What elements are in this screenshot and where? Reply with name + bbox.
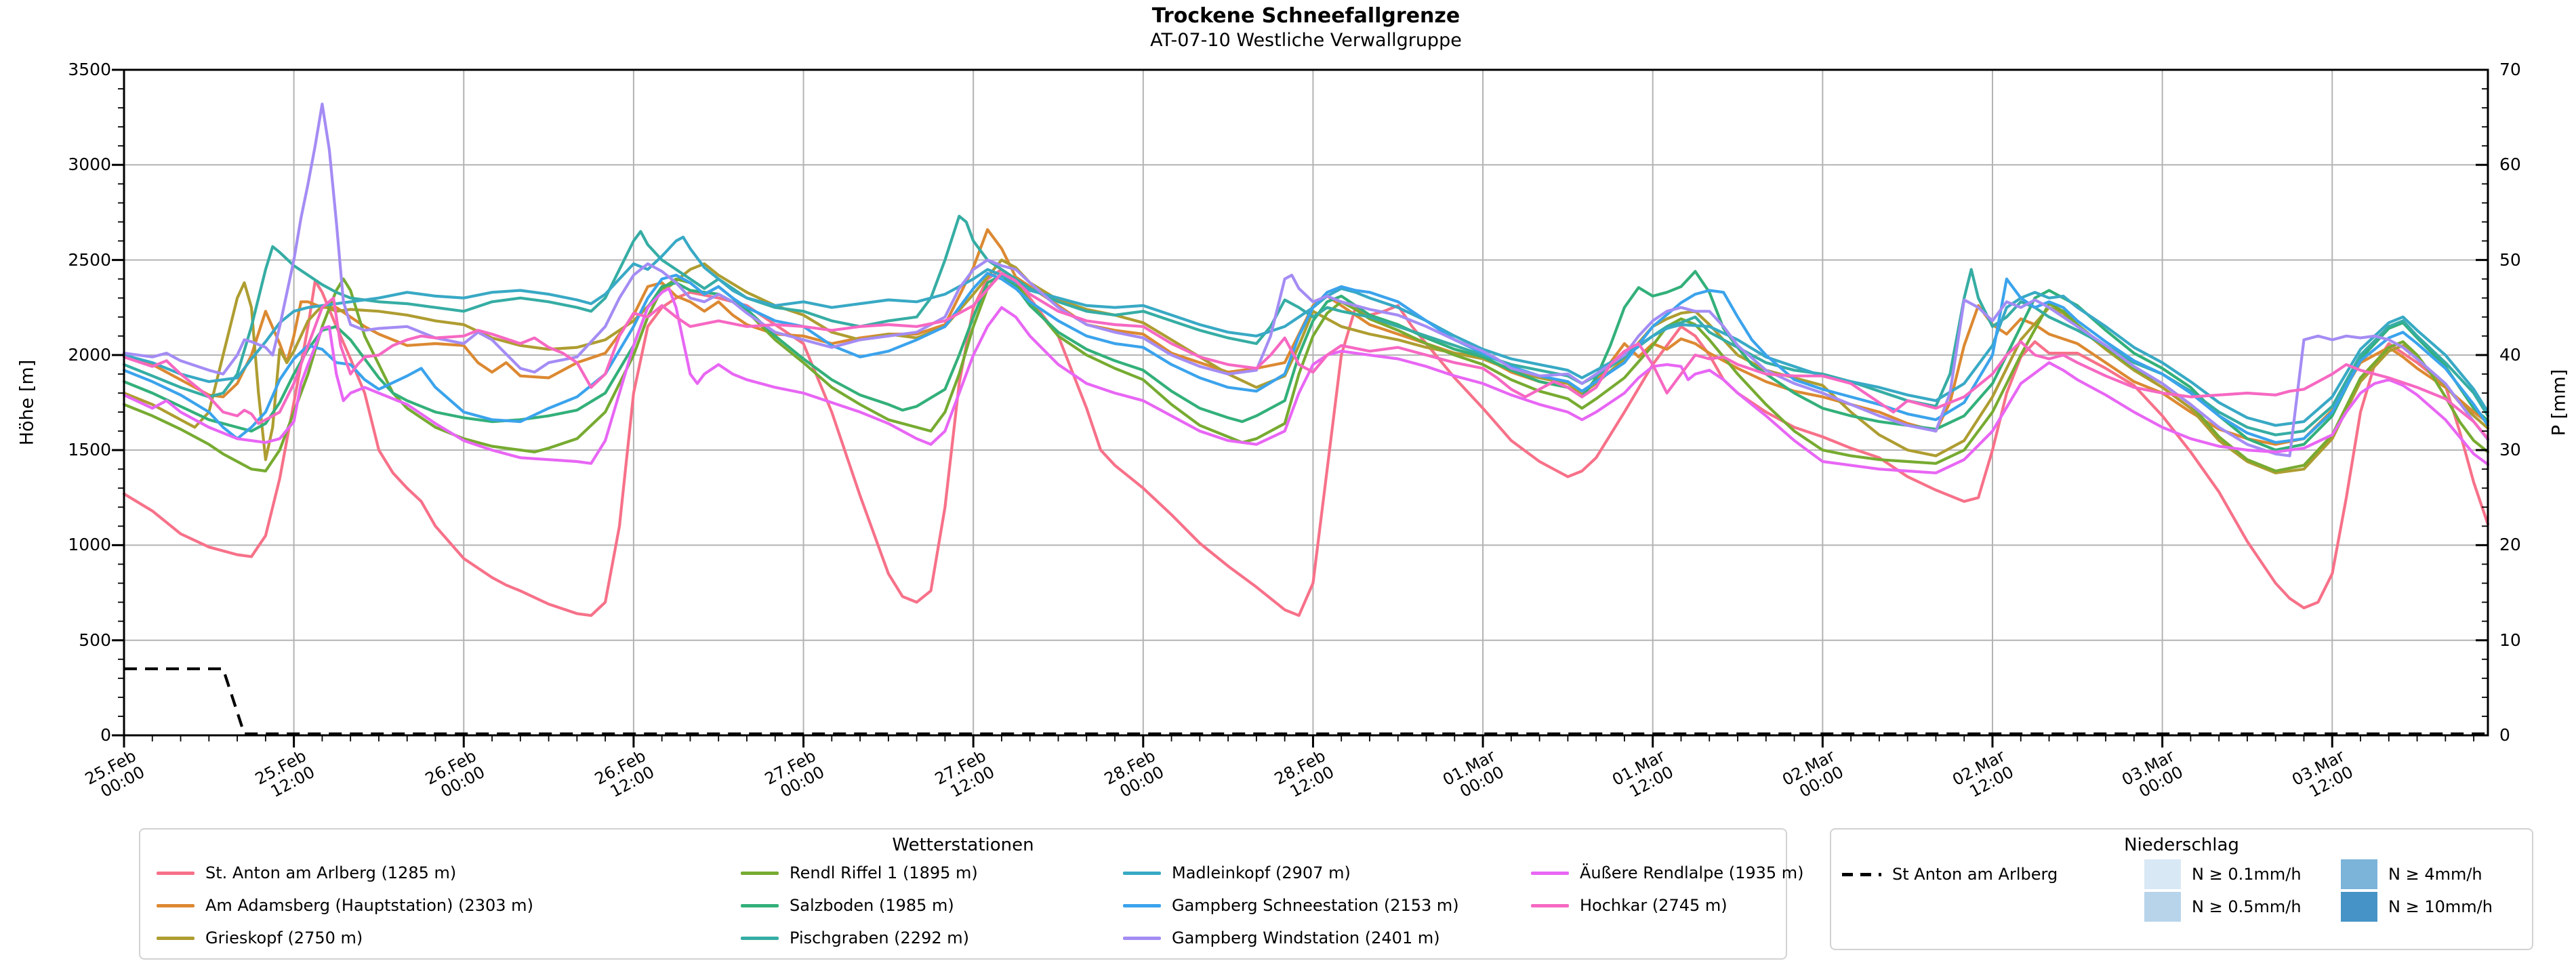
legend-item-label: N ≥ 10mm/h (2388, 897, 2493, 916)
legend-line-swatch (157, 903, 195, 907)
legend-item-gampberg-windstation-2401-m: Gampberg Windstation (2401 m) (1123, 922, 1459, 954)
legend-line-swatch (157, 871, 195, 875)
legend-item-pischgraben-2292-m: Pischgraben (2292 m) (741, 922, 978, 954)
legend-item-label: Hochkar (2745 m) (1580, 896, 1727, 915)
y-left-tick-label: 2000 (68, 344, 111, 365)
legend-patch-swatch (2144, 859, 2181, 889)
y-left-tick-label: 3500 (68, 60, 111, 79)
legend-niederschlag: Niederschlag St Anton am Arlberg N ≥ 0.1m… (1830, 828, 2533, 950)
chart-subtitle: AT-07-10 Westliche Verwallgruppe (1150, 30, 1462, 51)
legend-item-salzboden-1985-m: Salzboden (1985 m) (741, 889, 978, 922)
y-right-tick-label: 30 (2499, 440, 2521, 460)
legend-item-label: Grieskopf (2750 m) (205, 928, 363, 947)
legend-item-label: Madleinkopf (2907 m) (1172, 863, 1351, 882)
legend-line-swatch (1123, 903, 1161, 907)
legend-column: Rendl Riffel 1 (1895 m) Salzboden (1985 m… (741, 857, 978, 954)
y-right-tick-label: 0 (2499, 725, 2510, 745)
series-line-salzboden-1985-m (122, 270, 2490, 452)
legend-item-label: Pischgraben (2292 m) (790, 928, 969, 947)
plot-border (123, 68, 2489, 737)
legend-dashed-line-swatch (1842, 872, 1881, 876)
legend-item-n-0-5mm-h: N ≥ 0.5mm/h (2144, 891, 2302, 923)
legend-item-grieskopf-2750-m: Grieskopf (2750 m) (157, 922, 533, 954)
legend-item-label: N ≥ 4mm/h (2388, 865, 2482, 884)
y-right-tick-label: 20 (2499, 535, 2521, 555)
legend-item-am-adamsberg-hauptstation-2303-m: Am Adamsberg (Hauptstation) (2303 m) (157, 889, 533, 922)
legend-item-st-anton-precip: St Anton am Arlberg (1842, 858, 2058, 891)
legend-line-swatch (1123, 936, 1161, 940)
legend-item-label: Gampberg Windstation (2401 m) (1172, 928, 1440, 947)
legend-line-swatch (1531, 871, 1569, 875)
legend-wetterstationen: Wetterstationen St. Anton am Arlberg (12… (139, 828, 1804, 960)
legend-item-gampberg-schneestation-2153-m: Gampberg Schneestation (2153 m) (1123, 889, 1459, 922)
legend-item-n-4mm-h: N ≥ 4mm/h (2341, 858, 2493, 891)
legend-item-n-10mm-h: N ≥ 10mm/h (2341, 891, 2493, 923)
legend-item-label: St. Anton am Arlberg (1285 m) (205, 863, 457, 882)
legend-column: Äußere Rendlalpe (1935 m) Hochkar (2745 m… (1531, 857, 1804, 922)
y-left-tick-label: 1500 (68, 440, 111, 460)
legend-item-u-ere-rendlalpe-1935-m: Äußere Rendlalpe (1935 m) (1531, 857, 1804, 889)
legend-item-hochkar-2745-m: Hochkar (2745 m) (1531, 889, 1804, 922)
y-right-tick-label: 50 (2499, 249, 2521, 270)
legend-patch-swatch (2144, 892, 2181, 922)
legend-item-label: Gampberg Schneestation (2153 m) (1172, 896, 1459, 915)
y-left-tick-label: 500 (79, 630, 111, 650)
legend-line-swatch (1531, 903, 1569, 907)
legend-item-label: Rendl Riffel 1 (1895 m) (790, 863, 978, 882)
legend-patch-swatch (2341, 892, 2377, 922)
y-right-tick-label: 70 (2499, 60, 2521, 79)
legend-item-label: N ≥ 0.5mm/h (2192, 897, 2302, 916)
legend-line-swatch (1123, 871, 1161, 875)
legend-wetterstationen-title: Wetterstationen (892, 835, 1034, 855)
series-line-pischgraben-2292-m (122, 214, 2490, 436)
series-line-precip-st-anton (124, 667, 2488, 735)
legend-item-rendl-riffel-1-1895-m: Rendl Riffel 1 (1895 m) (741, 857, 978, 889)
legend-item-madleinkopf-2907-m: Madleinkopf (2907 m) (1123, 857, 1459, 889)
series-line-rendl-riffel-1-1895-m (122, 272, 2490, 473)
legend-item-st-anton-am-arlberg-1285-m: St. Anton am Arlberg (1285 m) (157, 857, 533, 889)
series-line-hochkar-2745-m (122, 272, 2490, 441)
legend-item-label: N ≥ 0.1mm/h (2192, 865, 2302, 884)
series-line-gampberg-schneestation-2153-m (122, 272, 2490, 444)
legend-line-swatch (741, 903, 779, 907)
legend-patch-swatch (2341, 859, 2377, 889)
legend-column: St Anton am Arlberg (1842, 858, 2058, 891)
series-line-am-adamsberg-hauptstation-2303-m (122, 228, 2490, 446)
y-left-tick-label: 1000 (68, 535, 111, 555)
legend-column: Madleinkopf (2907 m) Gampberg Schneestati… (1123, 857, 1459, 954)
legend-item-label: Äußere Rendlalpe (1935 m) (1580, 863, 1804, 882)
series-line-madleinkopf-2907-m (122, 235, 2490, 427)
series-line-st-anton-am-arlberg-1285-m (122, 268, 2490, 617)
legend-line-swatch (741, 871, 779, 875)
y-right-tick-label: 10 (2499, 630, 2521, 650)
y-right-tick-label: 40 (2499, 344, 2521, 365)
y-right-tick-label: 60 (2499, 155, 2521, 175)
y-left-tick-label: 3000 (68, 155, 111, 175)
legend-item-label: Am Adamsberg (Hauptstation) (2303 m) (205, 896, 533, 915)
legend-item-label: Salzboden (1985 m) (790, 896, 954, 915)
legend-niederschlag-title: Niederschlag (2124, 835, 2239, 855)
y-left-tick-label: 0 (100, 725, 111, 745)
y-left-tick-label: 2500 (68, 249, 111, 270)
legend-column: N ≥ 0.1mm/h N ≥ 0.5mm/h (2144, 858, 2302, 923)
series-line-u-ere-rendlalpe-1935-m (122, 287, 2490, 474)
legend-line-swatch (157, 936, 195, 940)
legend-line-swatch (741, 936, 779, 940)
legend-column: St. Anton am Arlberg (1285 m) Am Adamsber… (157, 857, 533, 954)
legend-item-n-0-1mm-h: N ≥ 0.1mm/h (2144, 858, 2302, 891)
chart-title: Trockene Schneefallgrenze (1151, 4, 1460, 28)
legend-column: N ≥ 4mm/h N ≥ 10mm/h (2341, 858, 2493, 923)
legend-item-label: St Anton am Arlberg (1892, 865, 2058, 884)
series-line-gampberg-windstation-2401-m (122, 102, 2490, 457)
